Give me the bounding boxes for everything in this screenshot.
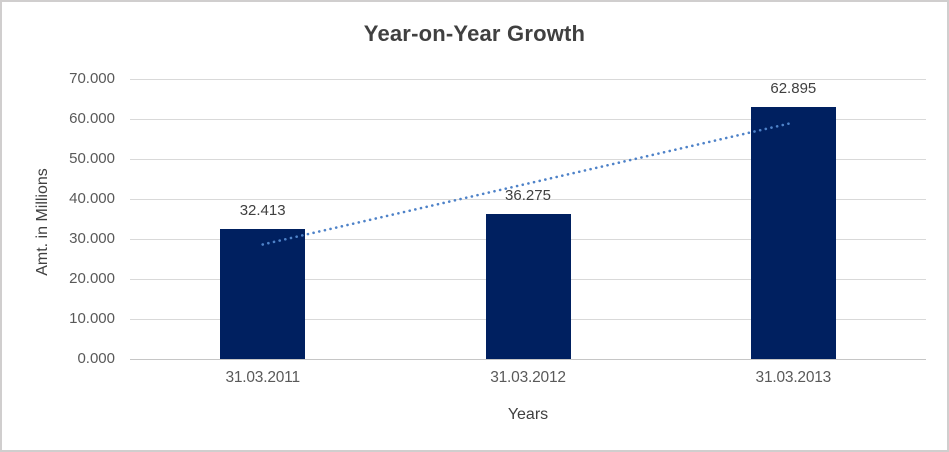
gridline — [130, 199, 926, 200]
y-tick-label: 30.000 — [69, 230, 115, 247]
bar — [220, 229, 306, 359]
y-tick-label: 20.000 — [69, 270, 115, 287]
y-tick-label: 0.000 — [77, 350, 115, 367]
y-tick-label: 60.000 — [69, 110, 115, 127]
x-category-label: 31.03.2013 — [755, 369, 832, 386]
chart-title: Year-on-Year Growth — [363, 21, 586, 46]
x-axis-title: Years — [507, 406, 549, 423]
bar-data-label: 36.275 — [505, 186, 551, 204]
x-axis-tick-labels: 31.03.2011 31.03.2012 31.03.2013 — [130, 369, 926, 391]
y-tick-label: 50.000 — [69, 150, 115, 167]
bar-data-label: 62.895 — [770, 80, 817, 98]
trendline — [261, 121, 795, 246]
y-tick-label: 40.000 — [69, 190, 115, 207]
plot-area: 32.413 36.275 62.895 — [130, 79, 926, 360]
gridline — [130, 119, 926, 120]
y-axis-tick-labels: 0.000 10.000 20.000 30.000 40.000 50.000 60.00… — [2, 2, 117, 450]
bar-data-label: 32.413 — [239, 202, 286, 220]
bar — [750, 107, 836, 359]
x-category-label: 31.03.2011 — [225, 369, 300, 386]
y-tick-label: 70.000 — [69, 70, 115, 87]
gridline — [130, 159, 926, 160]
gridline — [130, 79, 926, 80]
y-tick-label: 10.000 — [69, 310, 115, 327]
bar — [485, 213, 571, 359]
x-category-label: 31.03.2012 — [490, 369, 566, 386]
trendline-path — [261, 121, 795, 246]
